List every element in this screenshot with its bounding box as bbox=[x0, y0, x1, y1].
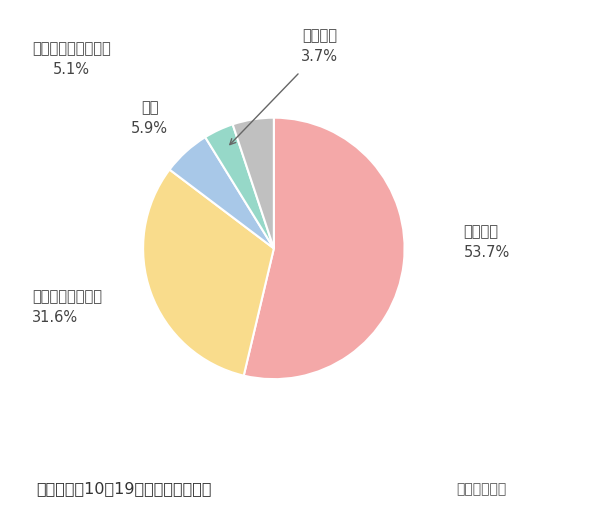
Wedge shape bbox=[143, 170, 274, 375]
Wedge shape bbox=[233, 118, 274, 249]
Text: 【無料のみ10～19分】満足度の内訳: 【無料のみ10～19分】満足度の内訳 bbox=[36, 482, 212, 496]
Text: まあまあ良かった
31.6%: まあまあ良かった 31.6% bbox=[32, 289, 102, 325]
Wedge shape bbox=[244, 118, 404, 379]
Wedge shape bbox=[205, 124, 274, 249]
Text: あまり良くなかった
5.1%: あまり良くなかった 5.1% bbox=[32, 41, 110, 77]
Text: 悪かった
3.7%: 悪かった 3.7% bbox=[301, 28, 338, 64]
Text: 普通
5.9%: 普通 5.9% bbox=[131, 100, 168, 136]
Text: 占いセレクト: 占いセレクト bbox=[456, 482, 506, 496]
Text: 良かった
53.7%: 良かった 53.7% bbox=[463, 224, 509, 260]
Wedge shape bbox=[170, 137, 274, 249]
